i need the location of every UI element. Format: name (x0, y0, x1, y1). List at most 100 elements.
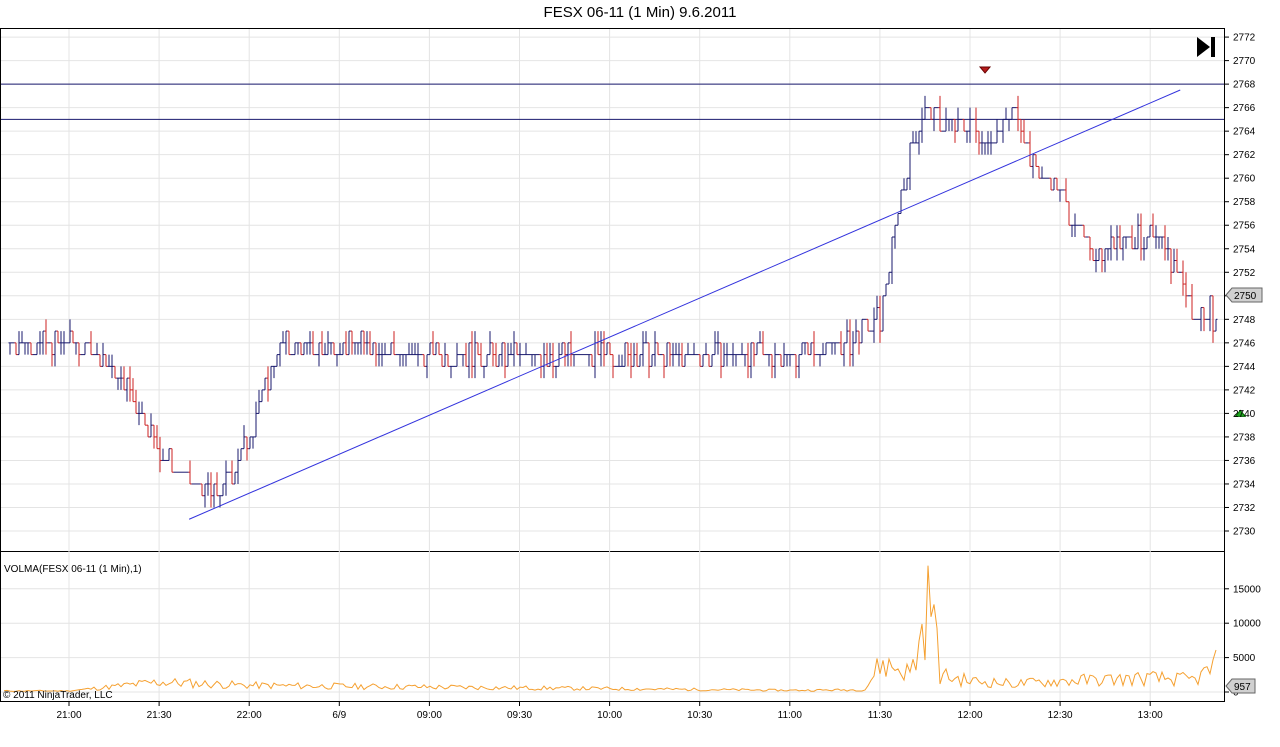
price-bar (623, 342, 627, 367)
price-bar (644, 331, 648, 344)
price-bar (1133, 237, 1137, 250)
price-bar (635, 342, 639, 367)
price-bar (131, 378, 135, 403)
price-bar (692, 342, 696, 356)
price-bar (620, 354, 624, 367)
price-bar (353, 342, 357, 355)
price-bar (1112, 236, 1116, 250)
price-bar (686, 342, 690, 356)
price-bar (950, 118, 954, 132)
price-bar (572, 354, 576, 367)
time-tick-label: 21:00 (56, 710, 81, 721)
price-axis[interactable]: 2730 2732 2734 2736 2738 2740 2742 2744 2746 2748… (1224, 33, 1256, 538)
buy-marker-icon (1234, 409, 1247, 417)
price-bar (719, 342, 723, 379)
price-bar (626, 342, 630, 367)
price-bar (95, 342, 99, 356)
price-bar (713, 331, 717, 356)
price-bar (806, 342, 810, 356)
price-bar (857, 330, 861, 355)
price-bar (878, 295, 882, 343)
price-bar (152, 424, 156, 449)
price-bar (920, 107, 924, 143)
price-bar (260, 389, 264, 403)
price-bar (944, 107, 948, 132)
price-bar (476, 342, 480, 356)
price-bar (1199, 307, 1203, 332)
price-bar (722, 342, 726, 367)
price-tick-label: 2746 (1233, 338, 1256, 349)
price-tick-label: 2752 (1233, 268, 1256, 279)
price-bar (281, 331, 285, 344)
price-bar (251, 436, 255, 449)
price-tick-label: 2766 (1233, 103, 1256, 114)
trendline[interactable] (188, 89, 1181, 520)
price-bar (125, 377, 129, 402)
price-tick-label: 2770 (1233, 56, 1256, 67)
time-tick-label: 22:00 (237, 710, 262, 721)
price-bar (983, 142, 987, 155)
trendline-segment[interactable] (188, 89, 1181, 520)
price-bar (767, 354, 771, 367)
price-bar (302, 342, 306, 356)
price-bar (74, 342, 78, 355)
price-tick-label: 2732 (1233, 503, 1256, 514)
price-bar (296, 342, 300, 355)
price-bar (902, 178, 906, 191)
volume-tick-label: 5000 (1233, 653, 1256, 664)
price-bar (404, 354, 408, 367)
price-bar (923, 95, 927, 120)
time-tick-label: 12:00 (957, 710, 982, 721)
last-price-value: 2750 (1234, 291, 1257, 302)
price-bar (1016, 95, 1020, 132)
price-bar (374, 342, 378, 367)
price-bar (506, 342, 510, 367)
price-bar (140, 401, 144, 414)
price-bar (263, 377, 267, 391)
price-bar (560, 342, 564, 356)
price-bar (494, 342, 498, 367)
price-bar (272, 365, 276, 379)
price-tick-label: 2764 (1233, 127, 1256, 138)
price-bar (383, 342, 387, 356)
price-bar (44, 319, 48, 355)
price-bar (323, 342, 327, 356)
price-bar (356, 342, 360, 355)
price-bar (200, 483, 204, 497)
price-tick-label: 2768 (1233, 80, 1256, 91)
price-tick-label: 2730 (1233, 527, 1256, 538)
price-bar (1118, 225, 1122, 250)
skip-to-end-icon[interactable] (1197, 37, 1215, 57)
price-bar (455, 342, 459, 367)
price-bar (884, 283, 888, 297)
price-bar (212, 483, 216, 508)
horizontal-lines (1, 83, 1224, 120)
price-bar (1172, 248, 1176, 273)
trade-markers (978, 66, 1247, 417)
price-bar (29, 342, 33, 356)
price-tick-label: 2772 (1233, 33, 1256, 44)
price-bar (938, 95, 942, 132)
price-bar (812, 331, 816, 367)
price-bar (134, 389, 138, 414)
price-bar (911, 131, 915, 144)
price-bar (1109, 225, 1113, 261)
price-bar (854, 319, 858, 344)
time-tick-label: 6/9 (332, 710, 346, 721)
price-bar (338, 342, 342, 356)
price-bar (149, 413, 153, 438)
price-bar (515, 342, 519, 356)
time-tick-label: 11:30 (868, 710, 893, 721)
price-bar (710, 354, 714, 367)
price-bar (344, 331, 348, 356)
price-bar (224, 460, 228, 496)
price-bar (587, 354, 591, 367)
price-bar (56, 330, 60, 344)
price-bar (311, 331, 315, 356)
price-bar (68, 319, 72, 344)
price-bar (203, 483, 207, 508)
time-axis[interactable]: 21:00 21:30 22:00 6/9 09:00 09:30 10:00 10:30 11… (56, 701, 1163, 721)
price-bar (377, 342, 381, 367)
price-bar (875, 295, 879, 320)
